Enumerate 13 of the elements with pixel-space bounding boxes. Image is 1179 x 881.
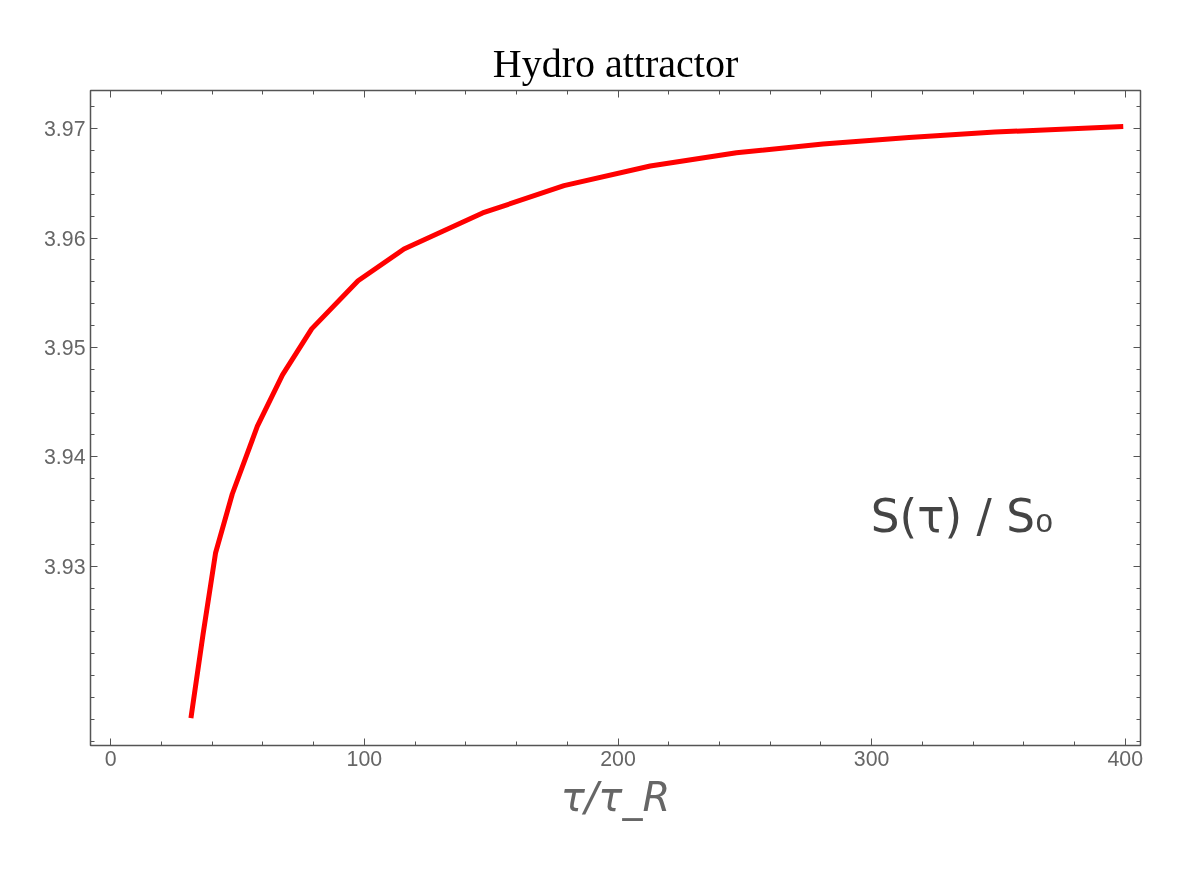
y-tick-label: 3.95 (43, 335, 86, 360)
x-tick-label: 0 (104, 746, 117, 771)
y-tick-label: 3.97 (43, 117, 86, 142)
x-tick-label: 300 (853, 746, 890, 771)
y-tick-label: 3.96 (43, 226, 86, 251)
x-tick-label: 100 (346, 746, 383, 771)
x-axis-title: τ/τ_R (560, 773, 671, 821)
y-tick-label: 3.93 (43, 554, 86, 579)
chart-title: Hydro attractor (492, 40, 739, 86)
annotation: S(τ) / S₀ (870, 489, 1054, 543)
x-tick-label: 400 (1107, 746, 1144, 771)
x-tick-label: 200 (600, 746, 636, 771)
y-tick-label: 3.94 (43, 445, 86, 470)
